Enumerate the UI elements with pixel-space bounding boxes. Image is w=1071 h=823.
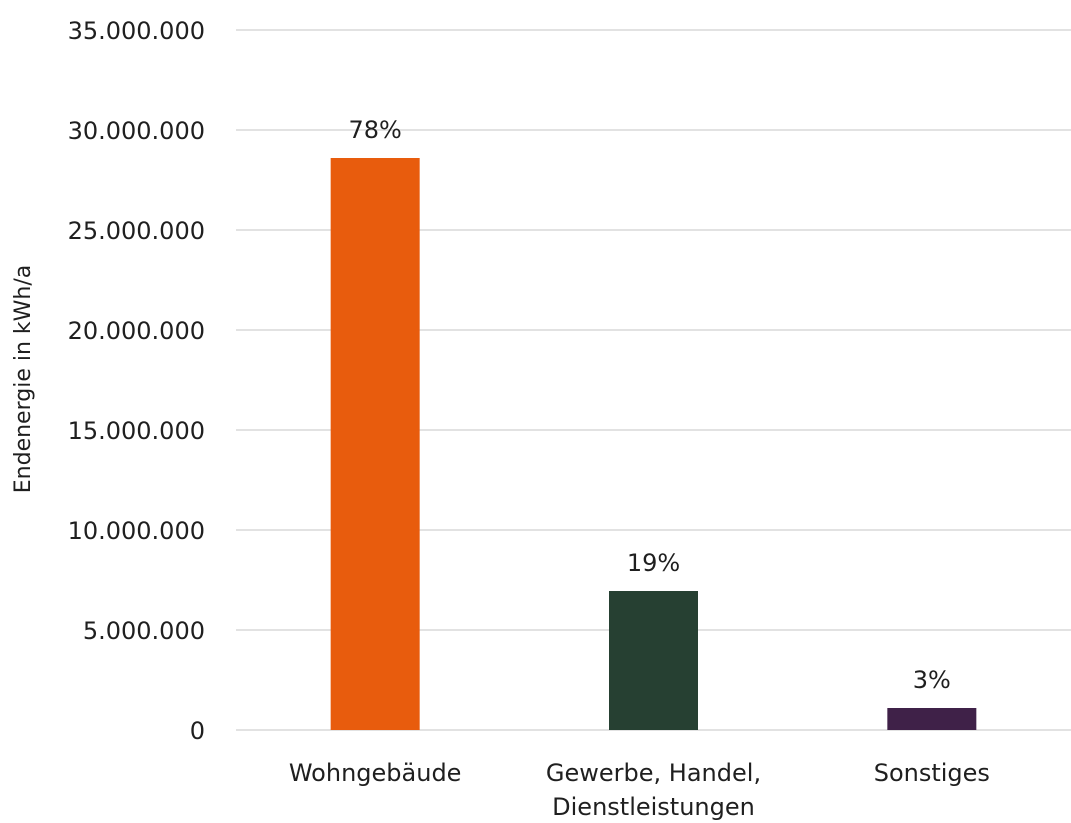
data-label: 78% (348, 116, 401, 144)
y-tick-label: 20.000.000 (68, 317, 205, 345)
data-label: 19% (627, 549, 680, 577)
y-tick-label: 0 (190, 717, 205, 745)
x-category-label-line: Sonstiges (874, 759, 990, 787)
x-axis-category-labels: Wohngebäude Gewerbe, Handel, Dienstleistun… (289, 759, 990, 821)
data-labels: 78% 19% 3% (348, 116, 950, 694)
y-tick-label: 35.000.000 (68, 17, 205, 45)
y-axis-title: Endenergie in kWh/a (11, 265, 36, 493)
y-tick-label: 15.000.000 (68, 417, 205, 445)
y-axis-tick-labels: 0 5.000.000 10.000.000 15.000.000 20.000.000… (68, 17, 205, 745)
x-category-label-line: Dienstleistungen (552, 793, 755, 821)
x-category-label-line: Gewerbe, Handel, (546, 759, 761, 787)
y-tick-label: 5.000.000 (83, 617, 205, 645)
x-category-label: Sonstiges (874, 759, 990, 787)
y-tick-label: 10.000.000 (68, 517, 205, 545)
bar (330, 158, 420, 730)
x-category-label: Wohngebäude (289, 759, 462, 787)
bars (330, 158, 977, 730)
bar (609, 591, 698, 730)
y-tick-label: 30.000.000 (68, 117, 205, 145)
y-tick-label: 25.000.000 (68, 217, 205, 245)
x-category-label-line: Wohngebäude (289, 759, 462, 787)
data-label: 3% (913, 666, 951, 694)
bar (887, 708, 977, 730)
x-category-label: Gewerbe, Handel, Dienstleistungen (546, 759, 761, 821)
